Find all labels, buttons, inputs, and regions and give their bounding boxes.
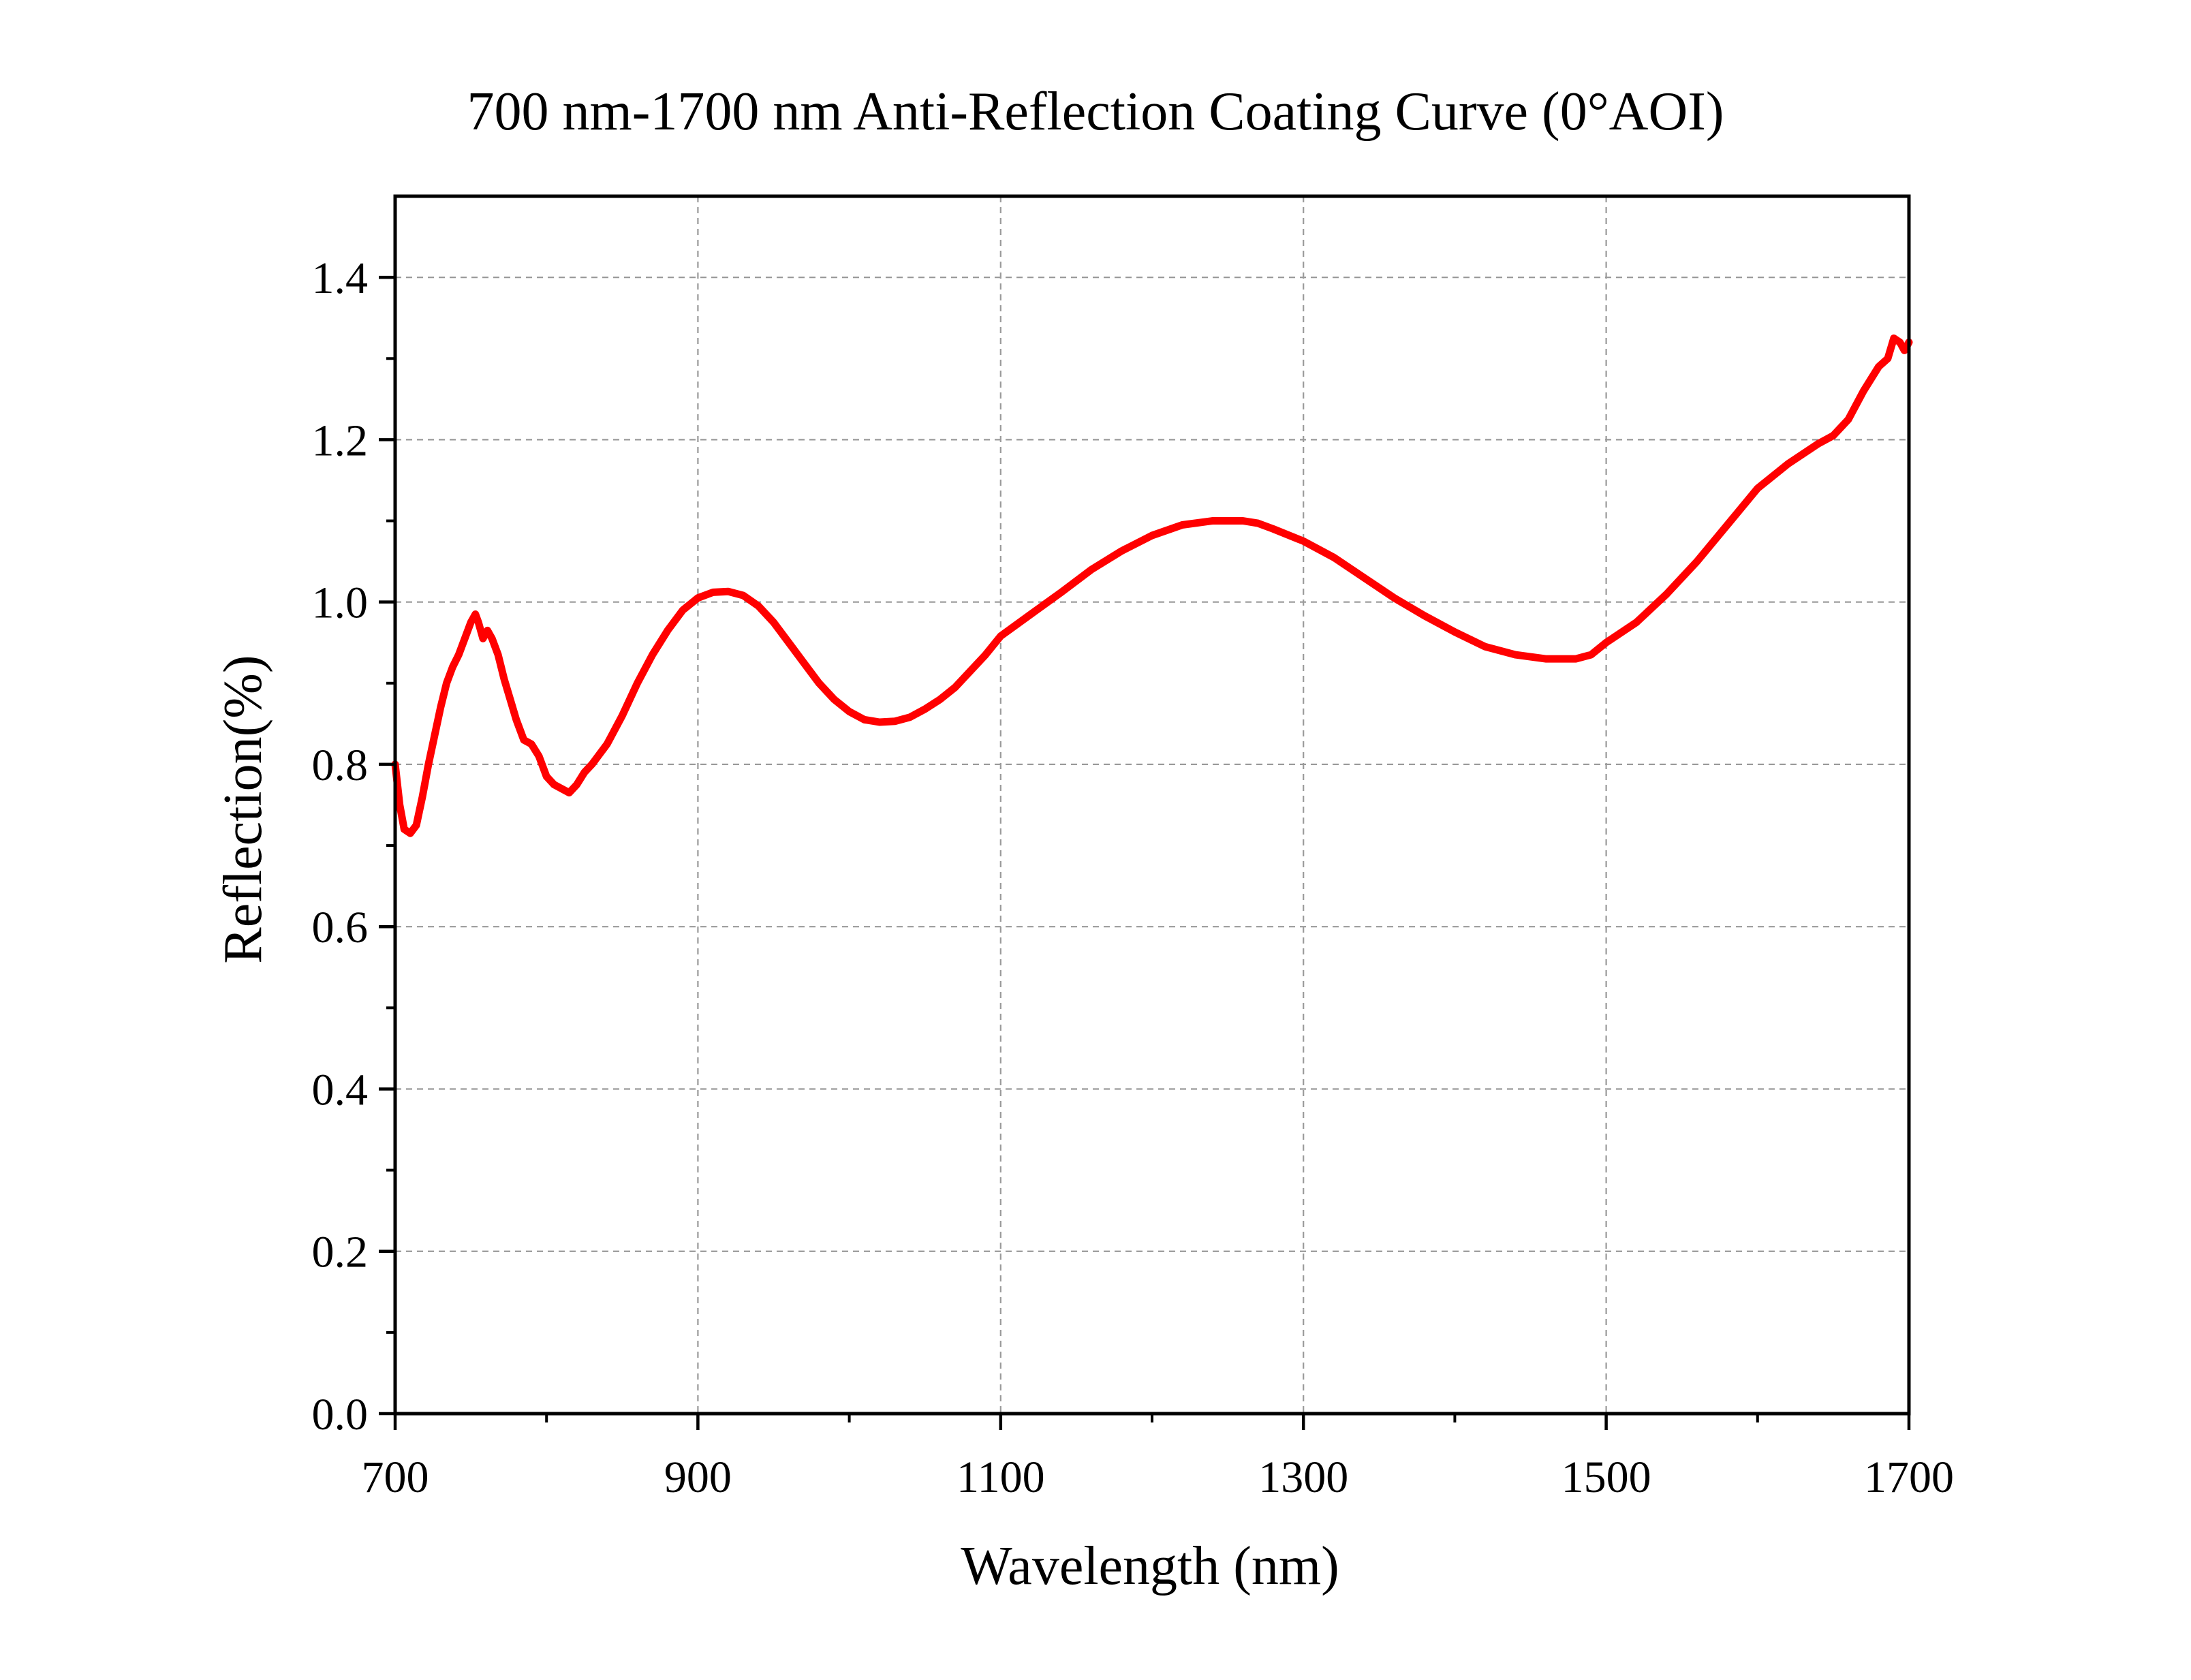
grid-lines: [395, 196, 1909, 1414]
y-tick-label: 1.0: [312, 578, 369, 628]
x-tick-label: 1300: [1258, 1452, 1348, 1502]
x-tick-label: 1100: [957, 1452, 1045, 1502]
axis-ticks: [379, 275, 1911, 1430]
y-tick-label: 1.4: [312, 253, 369, 303]
axis-tick-labels: 700 900 1100 1300 1500 1700 0.0 0.2 0.4 0.6 0.8 1.0…: [312, 253, 1955, 1502]
y-tick-label: 0.4: [312, 1065, 369, 1115]
y-tick-label: 0.6: [312, 903, 369, 952]
y-axis-title: Reflection(%): [213, 655, 273, 963]
y-tick-label: 0.8: [312, 741, 369, 790]
x-tick-label: 900: [664, 1452, 732, 1502]
y-tick-label: 1.2: [312, 416, 369, 465]
chart-title: 700 nm-1700 nm Anti-Reflection Coating C…: [467, 82, 1724, 142]
y-tick-label: 0.0: [312, 1390, 369, 1440]
series-layer: [391, 335, 1913, 837]
y-tick-label: 0.2: [312, 1228, 369, 1277]
reflection-curve: [391, 335, 1913, 837]
x-tick-label: 1500: [1561, 1452, 1651, 1502]
x-axis-title: Wavelength (nm): [961, 1536, 1339, 1596]
x-tick-label: 700: [362, 1452, 429, 1502]
x-tick-label: 1700: [1864, 1452, 1954, 1502]
